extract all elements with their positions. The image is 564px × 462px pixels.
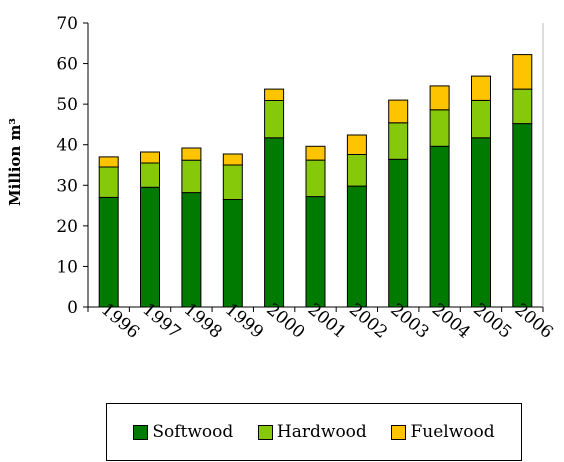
- bar-hardwood-1997: [140, 162, 160, 188]
- legend-label-softwood: Softwood: [152, 422, 234, 442]
- y-tick-label: 0: [67, 298, 78, 318]
- axes-group: [83, 22, 544, 312]
- bar-hardwood-2006: [512, 88, 533, 125]
- legend-label-fuelwood: Fuelwood: [410, 422, 495, 442]
- x-tick-labels: 1996199719981999200020012002200320042005…: [97, 300, 557, 343]
- bar-softwood-2000: [264, 137, 285, 308]
- bar-softwood-1998: [181, 192, 202, 308]
- bar-hardwood-2005: [471, 100, 491, 139]
- bar-fuelwood-2002: [346, 134, 367, 155]
- y-axis-title: Million m³: [6, 118, 24, 206]
- stacked-bar-chart: 0 10 20 30 40 50 60 70 199619971998199920002001…: [6, 14, 557, 343]
- bar-hardwood-2000: [264, 100, 285, 139]
- y-tick-label: 20: [56, 217, 78, 237]
- y-tick-label: 40: [56, 136, 78, 156]
- legend-item-hardwood: Hardwood: [257, 422, 367, 442]
- legend-swatch-hardwood: [257, 424, 273, 440]
- x-tick-label-1996: 1996: [97, 300, 143, 343]
- bar-softwood-2001: [305, 196, 326, 308]
- bar-hardwood-2001: [305, 159, 326, 198]
- legend-item-softwood: Softwood: [133, 422, 233, 442]
- x-tick-label-2003: 2003: [387, 300, 433, 343]
- y-tick-labels: 0 10 20 30 40 50 60 70: [56, 14, 78, 318]
- bar-hardwood-1996: [98, 166, 119, 198]
- y-tick-label: 10: [56, 257, 78, 277]
- legend-swatch-fuelwood: [391, 424, 407, 440]
- y-tick-label: 70: [56, 14, 78, 34]
- x-tick-label-2000: 2000: [262, 300, 308, 343]
- x-tick-label-2001: 2001: [304, 300, 350, 343]
- y-tick-label: 60: [56, 55, 78, 75]
- bar-fuelwood-2005: [471, 75, 491, 101]
- bar-fuelwood-1997: [140, 151, 160, 164]
- bar-fuelwood-2000: [264, 88, 285, 101]
- legend-label-hardwood: Hardwood: [276, 422, 367, 442]
- bar-hardwood-2004: [429, 109, 450, 147]
- bar-softwood-2006: [512, 123, 533, 308]
- bar-softwood-1997: [140, 186, 160, 308]
- bar-hardwood-1998: [181, 159, 202, 194]
- bar-softwood-2003: [388, 158, 409, 308]
- bar-softwood-1999: [222, 199, 243, 308]
- x-tick-label-2005: 2005: [469, 300, 515, 343]
- bar-fuelwood-2001: [305, 145, 326, 161]
- y-axis-title-text: Million m³: [6, 118, 24, 206]
- bar-fuelwood-2006: [512, 54, 533, 90]
- bar-softwood-2005: [471, 137, 491, 308]
- bar-fuelwood-2003: [388, 99, 409, 124]
- bar-fuelwood-1996: [98, 156, 119, 168]
- bar-fuelwood-2004: [429, 85, 450, 111]
- x-tick-label-1997: 1997: [138, 300, 184, 343]
- bar-hardwood-2002: [346, 154, 367, 187]
- y-tick-label: 30: [56, 176, 78, 196]
- bar-softwood-2002: [346, 185, 367, 308]
- bar-fuelwood-1998: [181, 147, 202, 161]
- x-tick-label-2002: 2002: [345, 300, 391, 343]
- bar-softwood-1996: [98, 197, 119, 308]
- bar-softwood-2004: [429, 145, 450, 308]
- legend-item-fuelwood: Fuelwood: [391, 422, 495, 442]
- bars-group: [98, 54, 533, 308]
- bar-fuelwood-1999: [222, 153, 243, 166]
- legend-swatch-softwood: [133, 424, 149, 440]
- legend: Softwood Hardwood Fuelwood: [106, 403, 522, 461]
- bar-hardwood-1999: [222, 164, 243, 200]
- x-tick-label-2004: 2004: [428, 300, 474, 343]
- x-tick-label-1999: 1999: [221, 300, 267, 343]
- y-tick-label: 50: [56, 95, 78, 115]
- x-tick-label-1998: 1998: [180, 300, 226, 343]
- bar-hardwood-2003: [388, 122, 409, 160]
- x-tick-label-2006: 2006: [511, 300, 557, 343]
